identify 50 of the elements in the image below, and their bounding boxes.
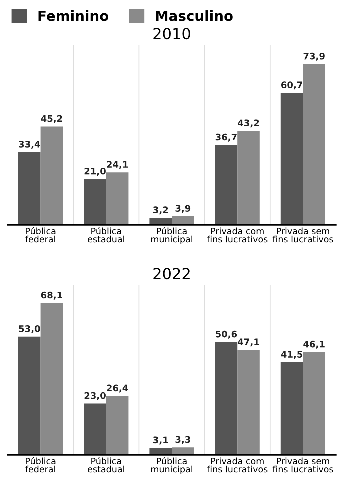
data-label: 21,0 — [84, 168, 106, 176]
data-label: 26,4 — [107, 384, 128, 393]
bar — [215, 145, 238, 225]
x-tick-label: Pública municipal — [151, 227, 192, 244]
bar — [238, 350, 260, 455]
bar — [40, 303, 64, 455]
x-tick-label: Pública municipal — [151, 457, 192, 474]
data-label: 3,2 — [153, 206, 168, 215]
bar — [280, 362, 304, 455]
x-tick-label: Pública estadual — [88, 227, 124, 243]
legend-label: Feminino — [38, 10, 109, 22]
x-tick-label: Privada com fins lucrativos — [207, 458, 268, 473]
data-label: 3,1 — [153, 436, 168, 445]
bar — [18, 336, 41, 455]
bar — [18, 152, 41, 225]
x-tick-label: Pública federal — [26, 457, 56, 473]
data-label: 33,4 — [19, 141, 40, 149]
data-label: 45,2 — [41, 115, 62, 124]
bar — [238, 131, 260, 225]
data-label: 36,7 — [216, 134, 237, 142]
data-label: 23,0 — [84, 392, 106, 400]
data-label: 41,5 — [281, 351, 303, 360]
x-tick-label: Pública federal — [26, 227, 56, 243]
bar — [84, 179, 106, 225]
legend-label: Masculino — [156, 10, 233, 22]
data-label: 68,1 — [41, 292, 62, 300]
data-label: 43,2 — [238, 120, 260, 128]
chart-title: 2010 — [154, 28, 190, 40]
data-label: 46,1 — [304, 340, 325, 349]
bar — [106, 396, 129, 455]
bar — [280, 92, 304, 225]
bar — [84, 404, 106, 455]
x-tick-label: Privada com fins lucrativos — [207, 228, 268, 243]
data-label: 50,6 — [216, 330, 238, 339]
data-label: 3,3 — [176, 436, 190, 444]
data-label: 24,1 — [107, 161, 128, 170]
bar — [40, 126, 64, 225]
bar — [215, 342, 238, 455]
data-label: 60,7 — [281, 82, 302, 90]
x-tick-label: Privada sem fins lucrativos — [272, 228, 334, 243]
data-label: 47,1 — [238, 338, 260, 347]
chart-title: 2022 — [154, 268, 190, 280]
bar — [303, 64, 326, 225]
x-tick-label: Pública estadual — [88, 457, 124, 473]
data-label: 53,0 — [19, 326, 40, 334]
data-label: 3,9 — [176, 205, 191, 214]
x-tick-label: Privada sem fins lucrativos — [272, 458, 334, 473]
bar — [303, 352, 326, 455]
data-label: 73,9 — [304, 52, 325, 61]
bar — [106, 172, 129, 225]
